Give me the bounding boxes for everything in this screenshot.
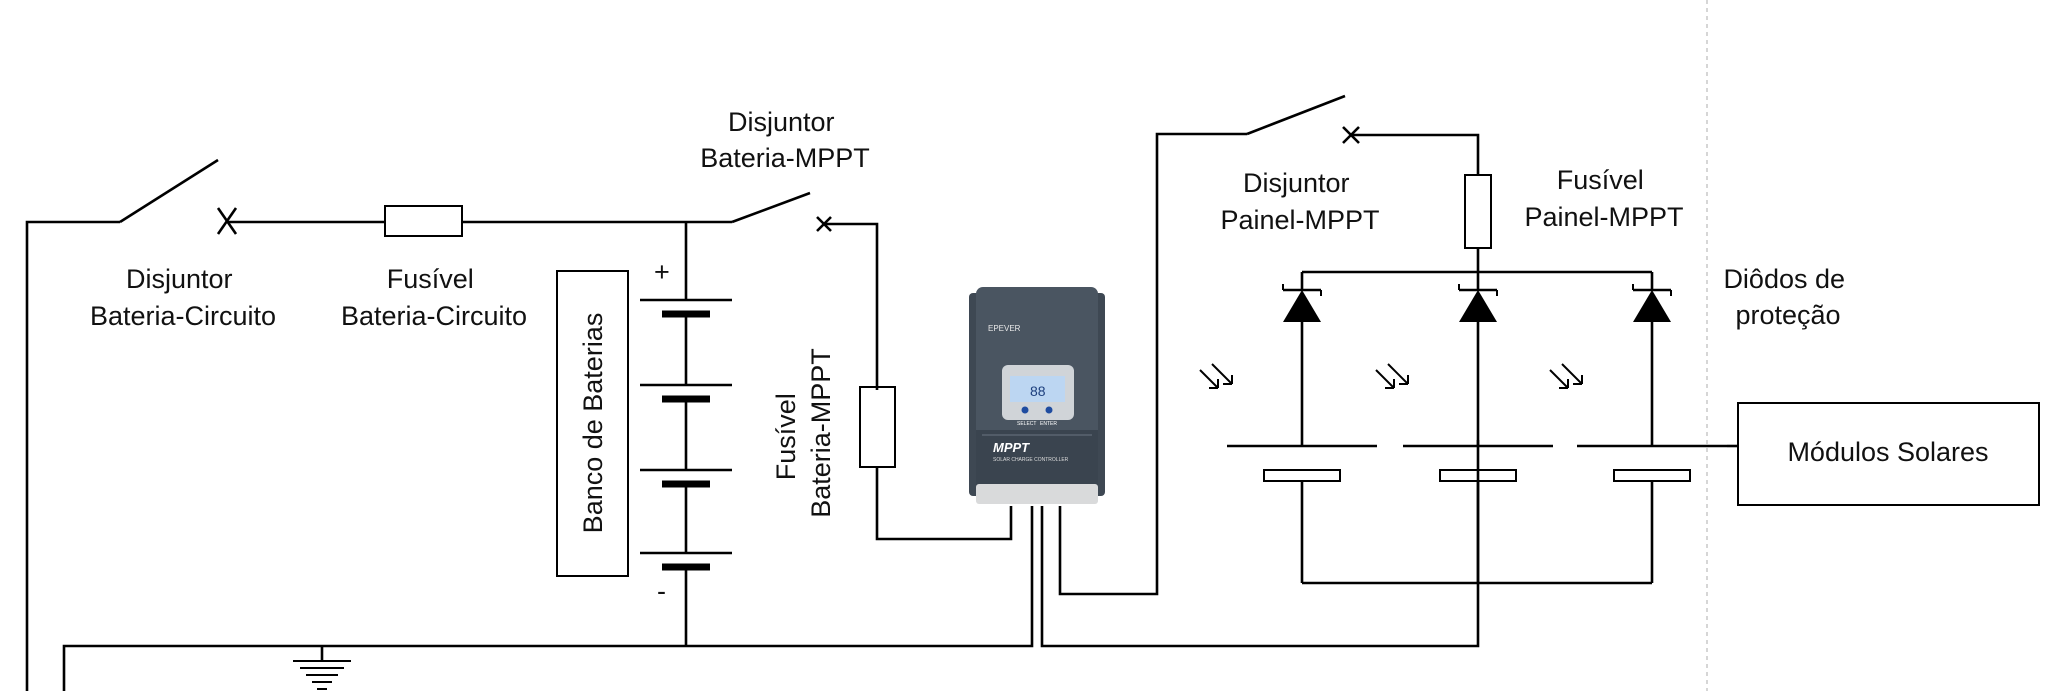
label-battery-minus: - (657, 576, 666, 606)
battery-circuit-wiring (25, 158, 686, 691)
solar-cell-1 (1227, 444, 1377, 583)
solar-modules-box (1737, 402, 2040, 506)
battery-bank-box (556, 270, 629, 577)
label-battery-bank: Banco de Baterias (578, 313, 608, 534)
label-protection-diodes: Diôdos de proteção (1723, 264, 1852, 330)
controller-model: MPPT (993, 440, 1030, 455)
label-battery-plus: + (654, 257, 670, 287)
battery-bank-symbol (640, 222, 732, 646)
controller-button-left: SELECT (1017, 421, 1036, 427)
diode-1 (1282, 272, 1322, 446)
label-fuse-battery-mppt: Fusível Bateria-MPPT (771, 348, 836, 518)
light-arrows-icon (1199, 363, 1583, 389)
controller-subtitle: SOLAR CHARGE CONTROLLER (993, 457, 1069, 463)
ground-icon (293, 646, 351, 690)
diode-3 (1632, 272, 1672, 446)
label-fuse-panel-mppt: Fusível Painel-MPPT (1524, 165, 1683, 232)
label-breaker-panel-mppt: Disjuntor Painel-MPPT (1220, 168, 1379, 235)
controller-button-right: ENTER (1040, 421, 1057, 427)
diode-2 (1458, 272, 1498, 446)
fuse-battery-circuit (384, 205, 463, 237)
solar-cell-3 (1577, 444, 1727, 583)
breaker-battery-mppt (686, 191, 1013, 541)
lcd-screen (1010, 376, 1065, 402)
breaker-battery-circuit-x-icon (216, 207, 238, 235)
controller-brand: EPEVER (988, 324, 1021, 333)
lcd-value: 88 (1030, 383, 1046, 399)
label-breaker-battery-circuit: Disjuntor Bateria-Circuito (90, 264, 276, 331)
label-solar-modules: Módulos Solares (1787, 437, 1988, 467)
label-fuse-battery-circuit: Fusível Bateria-Circuito (341, 264, 527, 331)
mppt-controller: 88 EPEVER SELECT ENTER MPPT SOLAR CHARGE… (969, 287, 1105, 504)
label-breaker-battery-mppt: Disjuntor Bateria-MPPT (700, 107, 870, 173)
solar-cell-2 (1403, 444, 1553, 583)
